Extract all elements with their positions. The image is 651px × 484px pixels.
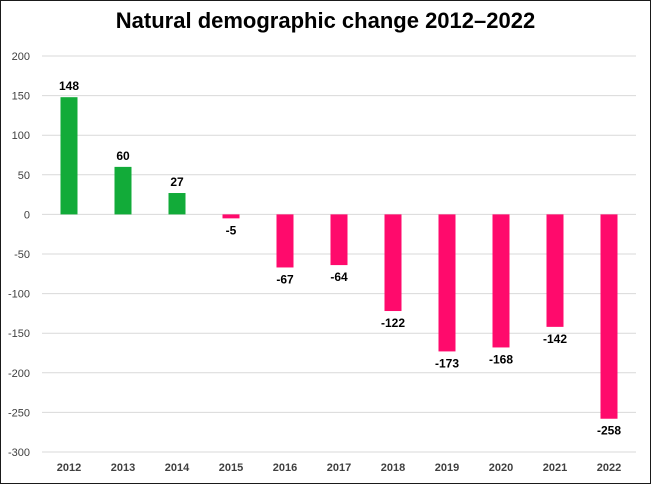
- y-tick-label: -150: [8, 328, 30, 340]
- x-tick-label: 2022: [597, 462, 621, 474]
- bar-2022: [600, 214, 618, 419]
- x-axis-ticks: 2012 2013 2014 2015 2016 2017 2018 2019 2020 2021…: [57, 462, 621, 474]
- data-label: 148: [59, 79, 79, 93]
- y-tick-label: -100: [8, 289, 30, 301]
- bar-2015: [222, 214, 240, 219]
- x-tick-label: 2020: [489, 462, 513, 474]
- x-tick-label: 2017: [327, 462, 351, 474]
- bar-2019: [438, 214, 456, 352]
- bars: [60, 97, 618, 419]
- data-label: -122: [381, 316, 405, 330]
- bar-2020: [492, 214, 510, 348]
- x-tick-label: 2013: [111, 462, 135, 474]
- chart-title: Natural demographic change 2012–2022: [115, 8, 536, 33]
- bar-2012: [60, 97, 78, 215]
- x-tick-label: 2016: [273, 462, 297, 474]
- y-tick-label: -250: [8, 407, 30, 419]
- bar-2017: [330, 214, 348, 266]
- y-tick-label: 200: [12, 51, 30, 63]
- bar-2013: [114, 166, 132, 215]
- data-label: -173: [435, 356, 459, 370]
- x-tick-label: 2014: [165, 462, 190, 474]
- y-tick-label: 100: [12, 130, 30, 142]
- y-tick-label: 150: [12, 91, 30, 103]
- x-tick-label: 2018: [381, 462, 405, 474]
- data-label: -64: [330, 270, 348, 284]
- y-tick-label: -50: [14, 249, 30, 261]
- y-tick-label: -300: [8, 447, 30, 459]
- bar-2018: [384, 214, 402, 312]
- data-label: -168: [489, 352, 513, 366]
- data-label: -67: [276, 272, 294, 286]
- x-tick-label: 2021: [543, 462, 567, 474]
- bar-2014: [168, 193, 186, 215]
- data-label: 27: [170, 175, 184, 189]
- data-label: 60: [116, 149, 130, 163]
- data-labels: 148 60 27 -5 -67 -64 -122 -173 -168 -142 -258: [59, 79, 621, 438]
- y-axis-ticks: 200 150 100 50 0 -50 -100 -150 -200 -250 -300: [8, 51, 30, 459]
- data-label: -142: [543, 332, 567, 346]
- x-tick-label: 2012: [57, 462, 81, 474]
- data-label: -5: [226, 223, 237, 237]
- x-tick-label: 2015: [219, 462, 243, 474]
- bar-2021: [546, 214, 564, 327]
- data-label: -258: [597, 424, 621, 438]
- x-tick-label: 2019: [435, 462, 459, 474]
- y-tick-label: 50: [18, 170, 30, 182]
- y-tick-label: 0: [24, 209, 30, 221]
- y-tick-label: -200: [8, 368, 30, 380]
- bar-2016: [276, 214, 294, 268]
